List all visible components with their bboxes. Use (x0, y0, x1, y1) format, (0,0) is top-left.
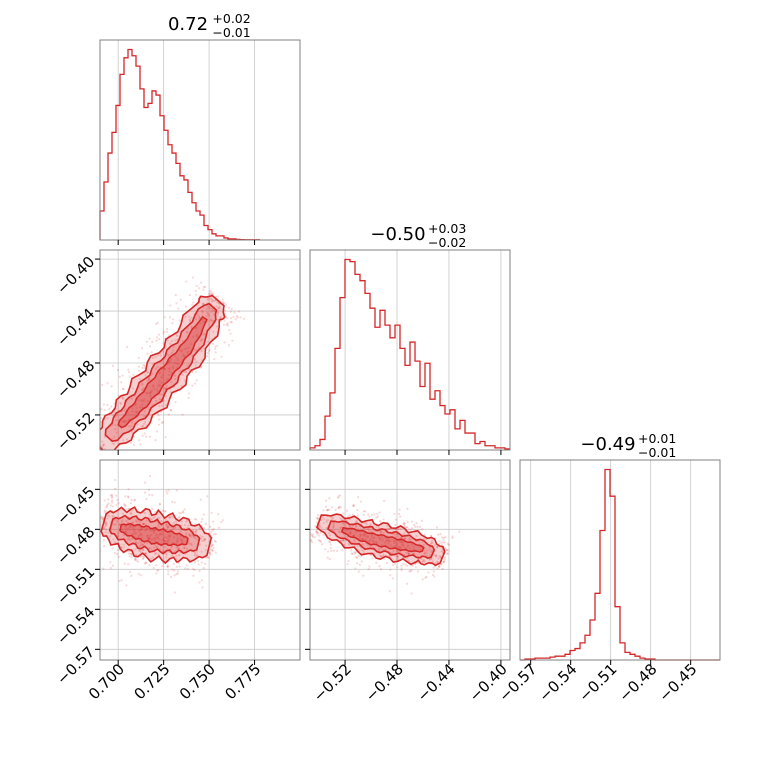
contour-outer (315, 513, 446, 567)
histogram-1 (309, 258, 510, 450)
axes-frame (99, 459, 301, 661)
x-tick-label: −0.54 (535, 660, 580, 705)
panels: 0.72 +0.02−0.01−0.50 +0.03−0.02−0.49 +0.01−… (53, 11, 721, 705)
param-title-minus: −0.02 (428, 235, 466, 250)
x-tick-label: 0.775 (221, 660, 264, 703)
axes-frame (99, 249, 301, 451)
scatter-panel-1 (95, 459, 301, 665)
param-title-2: −0.49 (580, 434, 635, 455)
y-tick-label: −0.57 (53, 643, 98, 688)
y-tick-label: −0.45 (53, 483, 98, 528)
x-tick-label: −0.52 (310, 660, 355, 705)
scatter-points (310, 494, 461, 595)
axes-frame (519, 459, 721, 661)
histogram-2 (520, 468, 720, 661)
scatter-panel-2 (305, 459, 511, 665)
param-title-plus: +0.03 (428, 221, 466, 236)
contour-outer (100, 294, 226, 450)
param-title-0: 0.72 (168, 14, 208, 35)
axes-frame (99, 39, 301, 241)
contour-outer (100, 506, 213, 565)
x-tick-label: 0.750 (176, 660, 219, 703)
hist-panel-0: 0.72 +0.02−0.01 (99, 11, 301, 245)
param-title-minus: −0.01 (212, 25, 250, 40)
y-tick-label: −0.51 (53, 563, 98, 608)
axes-frame (309, 249, 511, 451)
y-tick-label: −0.44 (53, 305, 98, 350)
histogram-0 (99, 48, 260, 241)
scatter-panel-0 (95, 249, 301, 455)
param-title-minus: −0.01 (638, 445, 676, 460)
y-tick-label: −0.48 (53, 523, 98, 568)
x-tick-label: −0.51 (575, 660, 620, 705)
y-tick-label: −0.52 (53, 409, 98, 454)
x-tick-label: −0.48 (615, 660, 660, 705)
contour-mid (104, 302, 218, 443)
param-title-plus: +0.02 (212, 11, 250, 26)
contour-inner (340, 526, 425, 553)
hist-panel-2: −0.49 +0.01−0.01 (519, 431, 721, 665)
y-tick-label: −0.40 (53, 253, 98, 298)
x-tick-label: −0.44 (414, 660, 459, 705)
axes-frame (309, 459, 511, 661)
hist-panel-1: −0.50 +0.03−0.02 (309, 221, 511, 455)
x-tick-label: −0.48 (362, 660, 407, 705)
y-tick-label: −0.54 (53, 603, 98, 648)
x-tick-label: −0.45 (655, 660, 700, 705)
contour-inner (119, 522, 189, 547)
x-tick-label: 0.725 (130, 660, 173, 703)
contour-inner (117, 316, 208, 429)
x-tick-label: 0.700 (85, 660, 128, 703)
contour-mid (327, 520, 436, 560)
param-title-1: −0.50 (370, 224, 425, 245)
y-tick-label: −0.48 (53, 357, 98, 402)
param-title-plus: +0.01 (638, 431, 676, 446)
